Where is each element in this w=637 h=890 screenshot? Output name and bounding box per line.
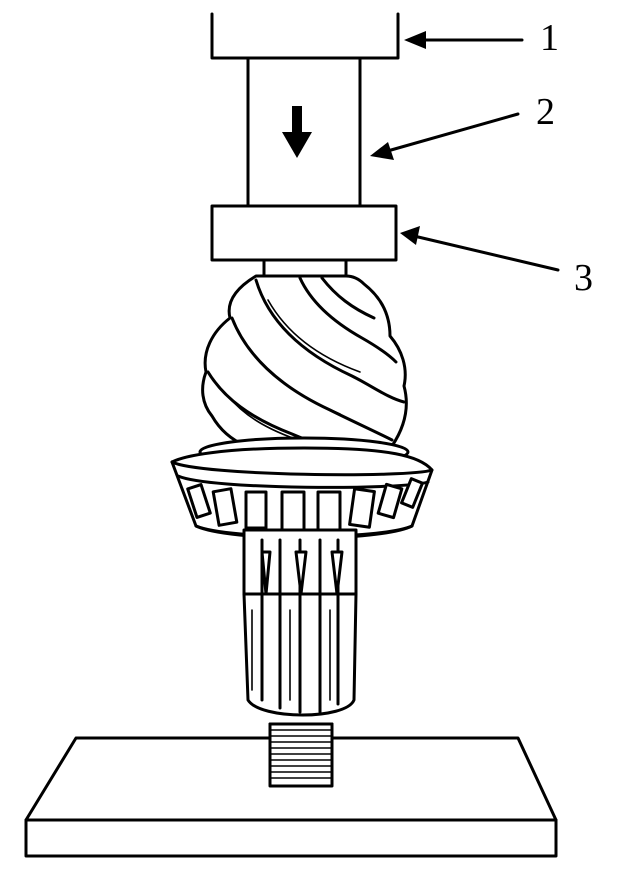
splined-shaft xyxy=(242,528,358,717)
callout-arrow-1 xyxy=(404,31,524,49)
helical-gear xyxy=(201,274,408,450)
callout-arrow-2 xyxy=(370,112,520,160)
down-arrow-icon xyxy=(282,106,312,158)
callout-label-3: 3 xyxy=(574,257,593,299)
tapered-roller-bearing xyxy=(170,436,434,540)
callout-arrow-3 xyxy=(400,226,560,272)
press-adapter-block xyxy=(210,204,398,278)
press-base-plate xyxy=(24,722,558,858)
callout-arrows xyxy=(370,31,560,272)
press-ram xyxy=(246,56,362,210)
callout-label-1: 1 xyxy=(540,17,559,59)
press-head xyxy=(210,12,400,60)
callout-label-2: 2 xyxy=(536,91,555,133)
